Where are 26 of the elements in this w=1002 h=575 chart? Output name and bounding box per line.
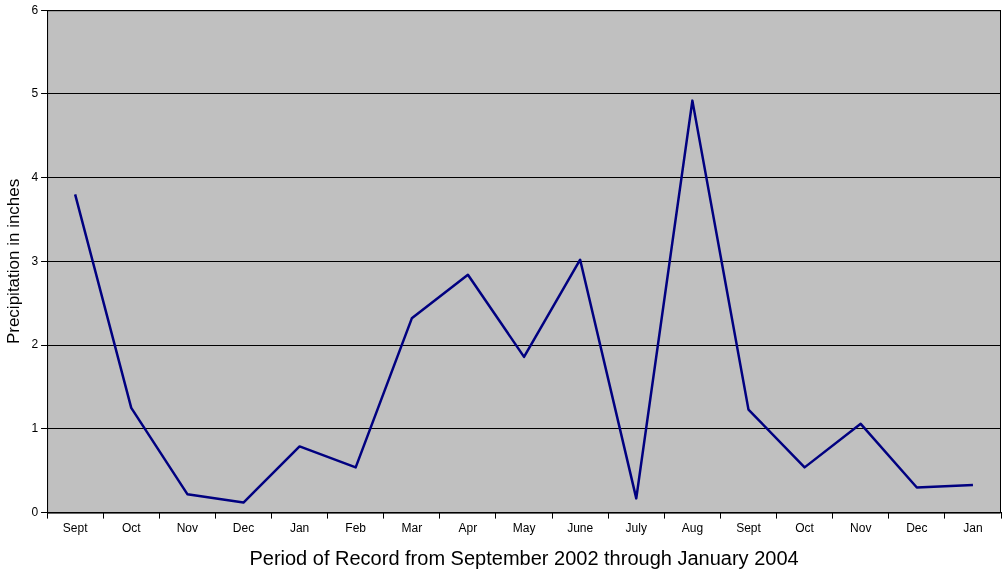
x-tick-label: Oct	[795, 521, 815, 536]
y-tick-label: 2	[31, 337, 39, 352]
y-tick-label: 5	[31, 86, 39, 101]
x-tick-label: Jan	[289, 521, 310, 536]
x-tick-label: May	[512, 521, 536, 536]
x-tick-label: Nov	[850, 521, 872, 536]
x-tick-label: Sept	[62, 521, 89, 536]
y-axis-title: Precipitation in inches	[3, 178, 23, 345]
y-tick-label: 0	[31, 504, 39, 519]
y-tick-label: 4	[31, 169, 39, 184]
x-tick-label: Nov	[176, 521, 199, 536]
x-tick-label: June	[567, 521, 594, 536]
y-tick-label: 3	[31, 253, 39, 268]
x-tick-label: July	[625, 521, 647, 536]
x-tick-label: Oct	[121, 521, 142, 536]
x-tick-label: Mar	[401, 521, 423, 536]
x-axis-title: Period of Record from September 2002 through January 2004	[249, 546, 799, 569]
x-tick-label: Dec	[232, 521, 255, 536]
x-tick-label: Feb	[345, 521, 367, 536]
x-tick-label: Sept	[736, 521, 762, 536]
x-tick-label: Jan	[963, 521, 983, 536]
x-tick-label: Aug	[681, 521, 704, 536]
x-tick-label: Dec	[906, 521, 928, 536]
y-tick-label: 1	[31, 421, 39, 436]
x-tick-label: Apr	[458, 521, 478, 536]
y-tick-label: 6	[31, 2, 39, 17]
